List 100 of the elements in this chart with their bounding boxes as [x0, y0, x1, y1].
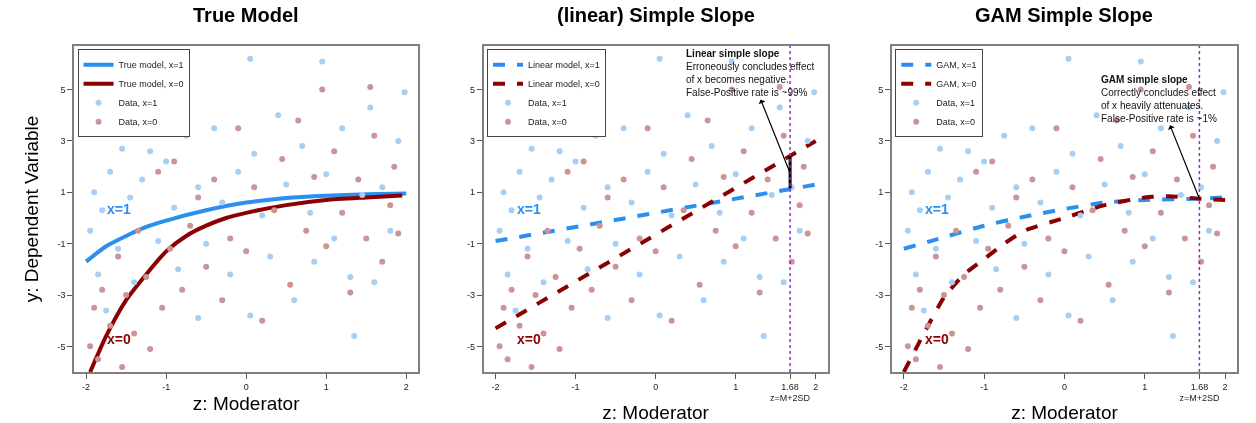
point [1005, 222, 1012, 229]
point [712, 227, 719, 234]
point [696, 281, 703, 288]
point [628, 297, 635, 304]
point [572, 158, 579, 165]
point [496, 227, 503, 234]
point [720, 173, 727, 180]
point [957, 176, 964, 183]
legend-label: True model, x=1 [118, 60, 184, 71]
point [1065, 312, 1072, 319]
point [1037, 297, 1044, 304]
x-tick-label: -1 [980, 381, 989, 392]
point [347, 274, 354, 281]
point [920, 307, 927, 314]
point [331, 235, 338, 242]
point [1109, 297, 1116, 304]
point [1097, 155, 1104, 162]
point [704, 117, 711, 124]
point [564, 238, 571, 245]
point [227, 235, 234, 242]
point [804, 230, 811, 237]
legend-label: GAM, x=0 [936, 79, 977, 90]
point [500, 304, 507, 311]
x-tick-label: -1 [162, 381, 171, 392]
point [804, 137, 811, 144]
point [211, 125, 218, 132]
point [1121, 227, 1128, 234]
point [656, 55, 663, 62]
point [287, 281, 294, 288]
point [796, 227, 803, 234]
point [359, 191, 366, 198]
point [319, 58, 326, 65]
annotation: x=0 [517, 331, 541, 347]
point [932, 253, 939, 260]
y-tick-label: -5 [57, 341, 66, 352]
point [989, 204, 996, 211]
point [1220, 89, 1227, 96]
y-tick-label: -5 [466, 341, 476, 352]
point [139, 176, 146, 183]
point [628, 199, 635, 206]
point [1214, 137, 1221, 144]
point [780, 132, 787, 139]
point [916, 207, 923, 214]
point [496, 343, 503, 350]
point [1029, 176, 1036, 183]
point [552, 274, 559, 281]
point [179, 286, 186, 293]
point [203, 240, 210, 247]
point [1214, 230, 1221, 237]
annotation: x=0 [107, 331, 131, 347]
point [949, 330, 955, 337]
point [973, 168, 980, 175]
point [279, 155, 286, 162]
point [1210, 163, 1217, 170]
y-axis-title: y: Dependent Variable [20, 115, 42, 303]
point [620, 176, 627, 183]
legend-label: Data, x=1 [528, 98, 567, 109]
point [1021, 263, 1028, 270]
x-tick-label: 1.68 z=M+2SD [1179, 381, 1220, 404]
point [936, 145, 943, 152]
point [171, 204, 178, 211]
point [961, 274, 968, 281]
point [564, 168, 571, 175]
point [516, 322, 523, 329]
point [1206, 227, 1213, 234]
point [1013, 184, 1020, 191]
point [1029, 125, 1036, 132]
y-tick-label: -1 [875, 238, 884, 249]
point [532, 292, 539, 298]
point [91, 304, 98, 311]
point [524, 245, 531, 252]
point [251, 184, 258, 191]
annotation: Linear simple slope Erroneously concludes effect of x becomes negative. False-Positive rate is ~99% [686, 48, 815, 98]
point [796, 202, 803, 209]
point [311, 173, 318, 180]
legend-label: Data, x=1 [936, 98, 975, 109]
legend-label: GAM, x=1 [936, 60, 977, 71]
point [107, 322, 114, 329]
point [732, 171, 739, 178]
point [1077, 317, 1084, 324]
point [908, 189, 915, 196]
point [115, 253, 122, 260]
point [500, 189, 507, 196]
point [1173, 176, 1180, 183]
point [251, 150, 258, 157]
point [1189, 132, 1196, 139]
legend-label: True model, x=0 [118, 79, 184, 90]
point [247, 312, 254, 319]
point [965, 345, 972, 352]
x-tick-label: 1 [1142, 381, 1148, 392]
point [87, 343, 94, 350]
point [580, 158, 587, 165]
point [556, 148, 563, 155]
point [528, 145, 535, 152]
y-tick-label: -1 [466, 238, 476, 249]
point [1149, 235, 1156, 242]
point [87, 227, 94, 234]
point [1189, 279, 1196, 286]
x-tick-label: 0 [243, 381, 249, 392]
point [171, 158, 178, 165]
